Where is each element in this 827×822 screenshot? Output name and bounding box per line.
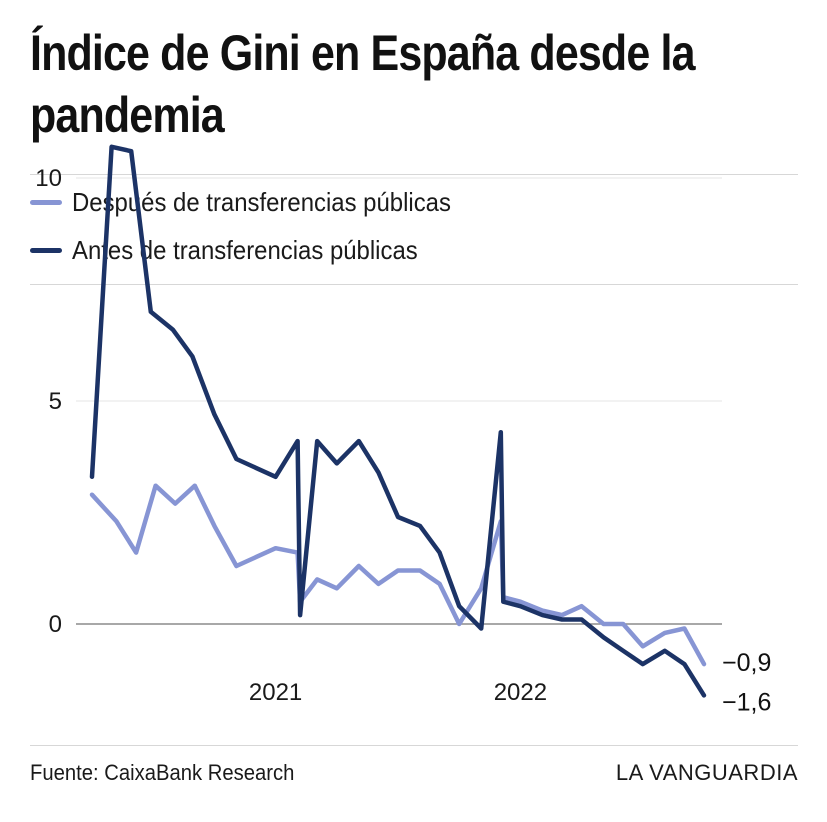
series-line-antes <box>89 144 707 698</box>
x-tick-label: 2022 <box>494 679 547 706</box>
legend-rule <box>30 284 798 285</box>
chart-title: Índice de Gini en España desde la pandem… <box>30 25 695 143</box>
grid-layer <box>76 177 722 625</box>
legend-swatch-despues <box>30 199 62 205</box>
series-layer <box>89 144 707 698</box>
x-tick-label: 2021 <box>249 679 302 706</box>
legend-label-antes: Antes de transferencias públicas <box>72 234 418 265</box>
series-line-despues <box>89 483 707 667</box>
line-chart: 0 5 10 2021 2022 −0,9 −1,6 <box>35 144 771 716</box>
y-tick-label: 10 <box>35 165 62 192</box>
legend-item-antes: Antes de transferencias públicas <box>30 233 448 267</box>
end-value-label: −1,6 <box>722 688 771 716</box>
label-layer: 0 5 10 2021 2022 −0,9 −1,6 <box>35 165 771 716</box>
y-tick-label: 5 <box>49 388 62 415</box>
end-value-label: −0,9 <box>722 649 771 677</box>
brand-logo: LA VANGUARDIA <box>615 760 798 785</box>
y-tick-label: 0 <box>49 611 62 638</box>
source-note: Fuente: CaixaBank Research <box>30 760 295 785</box>
top-rule <box>30 174 798 175</box>
bottom-rule <box>30 745 798 746</box>
legend-swatch-antes <box>30 247 62 253</box>
